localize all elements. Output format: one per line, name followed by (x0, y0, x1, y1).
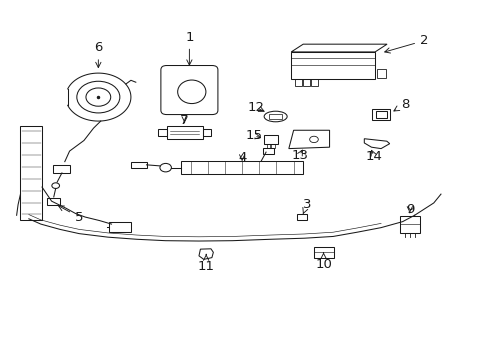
Text: 8: 8 (393, 98, 408, 111)
Text: 2: 2 (384, 34, 427, 53)
Text: 10: 10 (314, 253, 331, 271)
Text: 15: 15 (245, 129, 262, 143)
Text: 6: 6 (94, 41, 102, 68)
Text: 13: 13 (290, 149, 307, 162)
Text: 7: 7 (180, 113, 188, 126)
Text: 4: 4 (238, 150, 246, 163)
Text: 1: 1 (185, 31, 193, 65)
Text: 3: 3 (302, 198, 310, 214)
Text: 12: 12 (247, 101, 264, 114)
Text: 5: 5 (59, 206, 83, 224)
Text: 11: 11 (197, 255, 214, 273)
Text: 14: 14 (365, 149, 382, 162)
Text: 9: 9 (405, 203, 413, 216)
